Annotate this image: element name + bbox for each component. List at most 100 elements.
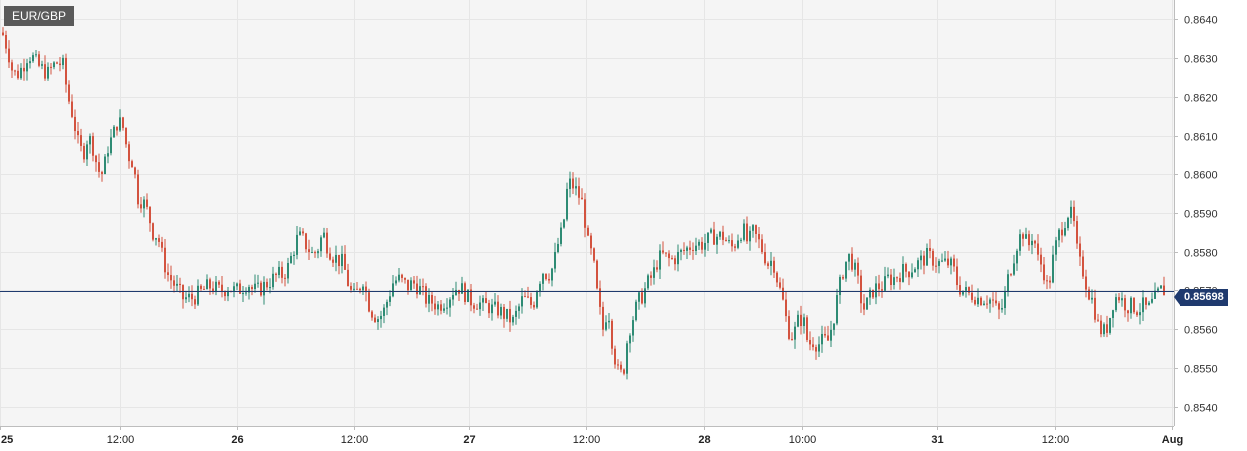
candle-body	[398, 274, 400, 281]
candle-body	[200, 285, 202, 289]
candle-body	[326, 232, 328, 254]
candle-body	[770, 260, 772, 266]
symbol-label: EUR/GBP	[4, 6, 75, 26]
candle-body	[275, 273, 277, 276]
candle-body	[377, 319, 379, 322]
candle-body	[884, 276, 886, 291]
candle-body	[947, 258, 949, 266]
candle-body	[779, 282, 781, 288]
candle-body	[1067, 217, 1069, 229]
candle-body	[419, 286, 421, 295]
candle-body	[410, 280, 412, 291]
candle-body	[332, 259, 334, 263]
candle-body	[341, 253, 343, 267]
candle-body	[1124, 298, 1126, 311]
candle-body	[194, 299, 196, 305]
candle-body	[872, 289, 874, 298]
candle-body	[557, 243, 559, 252]
candle-body	[839, 276, 841, 296]
candle-body	[1088, 289, 1090, 300]
candle-body	[851, 253, 853, 270]
candle-body	[797, 314, 799, 327]
candle-body	[572, 178, 574, 189]
candle-body	[497, 301, 499, 316]
candle-body	[725, 239, 727, 242]
candle-body	[1100, 320, 1102, 335]
candle-body	[491, 304, 493, 314]
candle-body	[749, 230, 751, 242]
candle-body	[530, 297, 532, 305]
candle-body	[422, 286, 424, 288]
candle-body	[677, 251, 679, 265]
candle-body	[827, 335, 829, 341]
candle-body	[224, 291, 226, 297]
candle-body	[1151, 298, 1153, 303]
candle-body	[218, 281, 220, 285]
candle-body	[896, 277, 898, 279]
candle-body	[623, 369, 625, 374]
candle-body	[536, 291, 538, 308]
candle-body	[182, 285, 184, 300]
candle-body	[2, 32, 4, 36]
candle-body	[971, 292, 973, 300]
candle-body	[806, 317, 808, 340]
candle-body	[86, 144, 88, 160]
x-tick-label: 31	[931, 434, 943, 446]
candle-body	[1073, 206, 1075, 222]
candle-body	[563, 219, 565, 228]
candle-body	[653, 267, 655, 278]
candle-body	[923, 255, 925, 266]
candle-body	[128, 144, 130, 162]
candle-body	[626, 343, 628, 374]
candle-body	[935, 265, 937, 267]
candle-body	[17, 70, 19, 79]
candle-body	[758, 233, 760, 240]
candle-body	[356, 288, 358, 290]
y-tick-label: 0.8540	[1184, 403, 1218, 415]
candle-body	[539, 283, 541, 292]
candle-body	[134, 167, 136, 175]
candle-body	[875, 283, 877, 298]
y-axis: 0.85400.85500.85600.85700.85800.85900.86…	[1174, 15, 1218, 415]
candle-body	[404, 277, 406, 280]
candle-body	[149, 206, 151, 224]
candle-body	[1046, 280, 1048, 282]
candle-body	[83, 145, 85, 160]
candle-body	[581, 197, 583, 200]
candle-body	[944, 258, 946, 261]
candle-body	[977, 297, 979, 305]
candle-body	[968, 287, 970, 293]
candle-body	[689, 247, 691, 250]
candle-body	[323, 232, 325, 238]
candle-body	[542, 273, 544, 284]
x-tick-label: 26	[231, 434, 243, 446]
candle-body	[8, 48, 10, 63]
candle-body	[1091, 297, 1093, 300]
candle-body	[1022, 234, 1024, 239]
candle-body	[785, 299, 787, 317]
candle-body	[584, 199, 586, 228]
candle-body	[476, 308, 478, 310]
candle-body	[167, 272, 169, 275]
candle-body	[833, 323, 835, 330]
candle-body	[914, 269, 916, 273]
candle-body	[605, 322, 607, 330]
candle-body	[1013, 263, 1015, 275]
candle-body	[269, 287, 271, 289]
candle-body	[953, 258, 955, 267]
candle-body	[11, 62, 13, 71]
candle-body	[1076, 221, 1078, 244]
candle-body	[857, 262, 859, 276]
candle-body	[737, 240, 739, 248]
candle-body	[68, 84, 70, 102]
candle-body	[383, 307, 385, 316]
candle-body	[272, 273, 274, 288]
x-tick-label: 12:00	[573, 434, 601, 446]
candle-body	[1061, 229, 1063, 236]
candle-body	[92, 136, 94, 156]
candle-body	[992, 299, 994, 301]
candle-body	[155, 238, 157, 240]
candle-body	[731, 240, 733, 247]
